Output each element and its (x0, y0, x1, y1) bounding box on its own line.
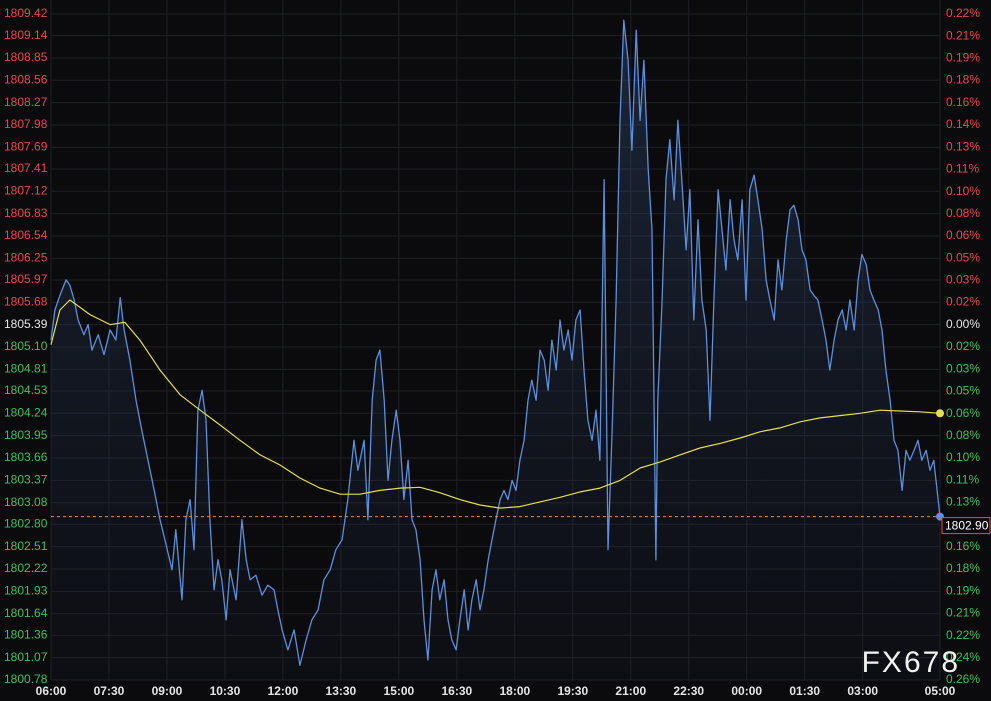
y2-tick-label: 0.26% (946, 672, 980, 686)
y2-tick-label: 0.24% (946, 650, 980, 664)
y-tick-label: 1807.69 (4, 140, 48, 154)
price-line (50, 19, 941, 667)
x-tick-label: 18:00 (499, 684, 530, 698)
x-tick-label: 07:30 (94, 684, 125, 698)
x-tick-label: 05:00 (925, 684, 956, 698)
y2-tick-label: 0.06% (946, 406, 980, 420)
y-tick-label: 1808.56 (4, 72, 48, 86)
x-tick-label: 22:30 (673, 684, 704, 698)
y2-tick-label: 0.19% (946, 583, 980, 597)
y2-tick-label: 0.05% (946, 384, 980, 398)
x-tick-label: 21:00 (615, 684, 646, 698)
y2-tick-label: 0.11% (946, 472, 979, 486)
y-tick-label: 1804.24 (4, 405, 48, 419)
y2-tick-label: 0.21% (946, 28, 980, 42)
last-price-label: 1802.90 (945, 518, 989, 532)
watermark: FX678 (862, 646, 960, 679)
y-tick-label: 1808.27 (4, 95, 48, 109)
y2-tick-label: 0.00% (946, 317, 980, 331)
y2-tick-label: 0.18% (946, 73, 980, 87)
y2-tick-label: 0.13% (946, 139, 980, 153)
y2-tick-label: 0.16% (946, 95, 980, 109)
x-tick-label: 12:00 (268, 684, 299, 698)
end-point (936, 409, 944, 418)
y-tick-label: 1801.07 (4, 650, 48, 664)
x-tick-label: 13:30 (326, 684, 357, 698)
y2-tick-label: 0.22% (946, 6, 980, 20)
y-tick-label: 1805.10 (4, 339, 48, 353)
y-tick-label: 1806.25 (4, 251, 48, 265)
y-tick-label: 1803.66 (4, 450, 48, 464)
x-tick-label: 00:00 (731, 684, 762, 698)
x-tick-label: 03:00 (847, 684, 878, 698)
y2-tick-label: 0.10% (946, 450, 980, 464)
average-line (50, 299, 941, 509)
y-tick-label: 1803.37 (4, 473, 48, 487)
y-tick-label: 1801.36 (4, 627, 48, 641)
y2-tick-label: 0.03% (946, 361, 980, 375)
y-tick-label: 1803.95 (4, 428, 48, 442)
x-tick-label: 10:30 (210, 684, 241, 698)
y2-tick-label: 0.19% (946, 51, 980, 65)
y-tick-label: 1802.80 (4, 516, 48, 530)
y-tick-label: 1805.97 (4, 272, 48, 286)
y2-tick-label: 0.02% (946, 339, 980, 353)
y2-tick-label: 0.02% (946, 295, 980, 309)
y2-tick-label: 0.08% (946, 428, 980, 442)
y2-tick-label: 0.05% (946, 250, 980, 264)
x-tick-label: 01:30 (789, 684, 820, 698)
y-tick-label: 1804.53 (4, 383, 48, 397)
last-price-box (941, 517, 991, 535)
y-tick-label: 1800.78 (4, 672, 48, 686)
y-tick-label: 1801.64 (4, 606, 48, 620)
y-tick-label: 1807.98 (4, 117, 48, 131)
x-tick-label: 16:30 (441, 684, 472, 698)
y-tick-label: 1805.68 (4, 294, 48, 308)
y-tick-label: 1802.22 (4, 561, 48, 575)
y-tick-label: 1807.41 (4, 161, 48, 175)
y2-tick-label: 0.10% (946, 184, 980, 198)
y2-tick-label: 0.22% (946, 628, 980, 642)
y2-tick-label: 0.08% (946, 206, 980, 220)
y2-tick-label: 0.11% (946, 162, 979, 176)
y-tick-label: 1801.93 (4, 584, 48, 598)
y2-tick-label: 0.06% (946, 228, 980, 242)
y-tick-label: 1806.54 (4, 228, 48, 242)
x-tick-label: 15:00 (384, 684, 415, 698)
x-tick-label: 09:00 (152, 684, 183, 698)
price-area (51, 20, 940, 680)
x-tick-label: 19:30 (557, 684, 588, 698)
y2-tick-label: 0.21% (946, 606, 980, 620)
y-tick-label: 1808.85 (4, 50, 48, 64)
y-tick-label: 1809.14 (4, 28, 48, 42)
y-tick-label: 1809.42 (4, 6, 48, 20)
y-tick-label: 1804.81 (4, 362, 48, 376)
y2-tick-label: 0.16% (946, 539, 980, 553)
x-tick-label: 06:00 (36, 684, 67, 698)
y2-tick-label: 0.18% (946, 561, 980, 575)
y2-tick-label: 0.14% (946, 117, 980, 131)
y-tick-label: 1802.51 (4, 539, 48, 553)
y-tick-label: 1805.39 (4, 317, 48, 331)
y2-tick-label: 0.13% (946, 495, 980, 509)
y-tick-label: 1806.83 (4, 206, 48, 220)
y-tick-label: 1807.12 (4, 183, 48, 197)
y-tick-label: 1803.08 (4, 495, 48, 509)
y2-tick-label: 0.03% (946, 273, 980, 287)
